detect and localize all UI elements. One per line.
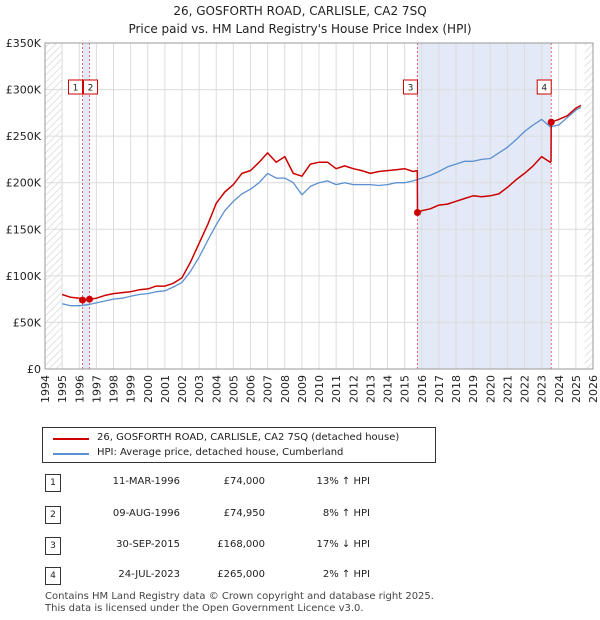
x-tick-label: 2004: [210, 375, 223, 403]
x-tick-label: 2005: [227, 375, 240, 403]
sale-row: 4 24-JUL-2023 £265,000 2% ↑ HPI: [0, 566, 600, 586]
sale-label-box: 3: [402, 79, 418, 95]
sale-price: £74,000: [223, 476, 265, 487]
y-tick-label: £200K: [6, 177, 42, 190]
x-tick-label: 2024: [553, 375, 566, 403]
x-tick-label: 1996: [73, 375, 86, 403]
price-chart: £0 £50K £100K £150K £200K £250K £300K £350K 1994…: [6, 37, 600, 403]
sale-number: 4: [45, 567, 61, 585]
sale-label-number: 2: [88, 84, 94, 94]
sale-hpi-change: 17% ↓ HPI: [316, 539, 370, 550]
footer-copyright: Contains HM Land Registry data © Crown c…: [45, 591, 434, 602]
chart-title: 26, GOSFORTH ROAD, CARLISLE, CA2 7SQ: [173, 4, 427, 18]
x-tick-label: 2007: [262, 375, 275, 403]
y-tick-label: £100K: [6, 270, 42, 283]
x-tick-label: 2020: [484, 375, 497, 403]
sale-point: [547, 118, 555, 126]
x-tick-label: 2015: [399, 375, 412, 403]
legend-swatch-property: [53, 438, 89, 440]
sale-price: £74,950: [223, 508, 265, 519]
legend-label-property: 26, GOSFORTH ROAD, CARLISLE, CA2 7SQ (de…: [97, 432, 400, 443]
sale-date: 11-MAR-1996: [112, 476, 180, 487]
chart-subtitle: Price paid vs. HM Land Registry's House …: [128, 22, 472, 36]
x-tick-label: 2022: [519, 375, 532, 403]
x-tick-label: 2013: [364, 375, 377, 403]
sale-label-box: 2: [83, 79, 99, 95]
x-tick-label: 1995: [56, 375, 69, 403]
x-tick-label: 2017: [433, 375, 446, 403]
x-tick-label: 2001: [159, 375, 172, 403]
x-tick-label: 2003: [193, 375, 206, 403]
x-tick-label: 2026: [587, 375, 600, 403]
legend-label-hpi: HPI: Average price, detached house, Cumb…: [97, 447, 344, 458]
footer-license: This data is licensed under the Open Gov…: [45, 603, 364, 614]
plot-frame: [44, 42, 594, 370]
chart-legend: 26, GOSFORTH ROAD, CARLISLE, CA2 7SQ (de…: [42, 427, 436, 463]
sale-label-number: 3: [408, 84, 414, 94]
ownership-shade: [417, 43, 552, 369]
x-tick-label: 2018: [450, 375, 463, 403]
legend-swatch-hpi: [53, 453, 89, 455]
sale-hpi-change: 13% ↑ HPI: [316, 476, 370, 487]
x-tick-label: 2016: [416, 375, 429, 403]
x-tick-label: 2010: [313, 375, 326, 403]
property-price-line: [61, 104, 582, 301]
sale-price: £168,000: [217, 539, 265, 550]
x-tick-label: 1997: [90, 375, 103, 403]
sale-number: 3: [45, 537, 61, 555]
sale-number: 1: [45, 474, 61, 492]
sale-label-frame: [83, 79, 99, 95]
sale-date: 24-JUL-2023: [118, 569, 180, 580]
sale-label-frame: [68, 79, 84, 95]
x-tick-label: 2011: [330, 375, 343, 403]
sale-label-box: 4: [536, 79, 552, 95]
x-tick-label: 2008: [279, 375, 292, 403]
x-tick-label: 2000: [142, 375, 155, 403]
sale-row: 1 11-MAR-1996 £74,000 13% ↑ HPI: [0, 473, 600, 493]
sale-label-number: 1: [73, 84, 79, 94]
sale-label-box: 1: [68, 79, 84, 95]
ownership-shade: [82, 43, 90, 369]
y-tick-label: £50K: [13, 316, 42, 329]
sale-point: [413, 209, 421, 217]
sale-label-number: 4: [541, 84, 547, 94]
y-tick-label: £300K: [6, 84, 42, 97]
x-tick-label: 1994: [39, 375, 52, 403]
no-data-hatch: [584, 43, 593, 369]
sale-row: 2 09-AUG-1996 £74,950 8% ↑ HPI: [0, 505, 600, 525]
sale-label-frame: [402, 79, 418, 95]
x-tick-label: 2014: [382, 375, 395, 403]
no-data-hatch: [45, 43, 63, 369]
x-tick-label: 2023: [536, 375, 549, 403]
sale-date: 30-SEP-2015: [116, 539, 180, 550]
x-tick-label: 2025: [570, 375, 583, 403]
x-tick-label: 2021: [501, 375, 514, 403]
x-tick-label: 2002: [176, 375, 189, 403]
y-tick-label: £0: [27, 363, 41, 376]
sale-hpi-change: 2% ↑ HPI: [322, 569, 370, 580]
x-tick-label: 2009: [296, 375, 309, 403]
sale-row: 3 30-SEP-2015 £168,000 17% ↓ HPI: [0, 536, 600, 556]
sale-point: [79, 296, 87, 304]
sale-number: 2: [45, 506, 61, 524]
x-tick-label: 1998: [108, 375, 121, 403]
y-tick-label: £150K: [6, 223, 42, 236]
sale-label-frame: [536, 79, 552, 95]
y-tick-label: £350K: [6, 37, 42, 50]
sale-hpi-change: 8% ↑ HPI: [322, 508, 370, 519]
hpi-line: [61, 106, 582, 307]
x-tick-label: 2006: [245, 375, 258, 403]
sale-date: 09-AUG-1996: [112, 508, 180, 519]
x-tick-label: 1999: [125, 375, 138, 403]
sale-point: [86, 295, 94, 303]
x-tick-label: 2019: [467, 375, 480, 403]
y-tick-label: £250K: [6, 130, 42, 143]
sale-price: £265,000: [217, 569, 265, 580]
x-tick-label: 2012: [347, 375, 360, 403]
